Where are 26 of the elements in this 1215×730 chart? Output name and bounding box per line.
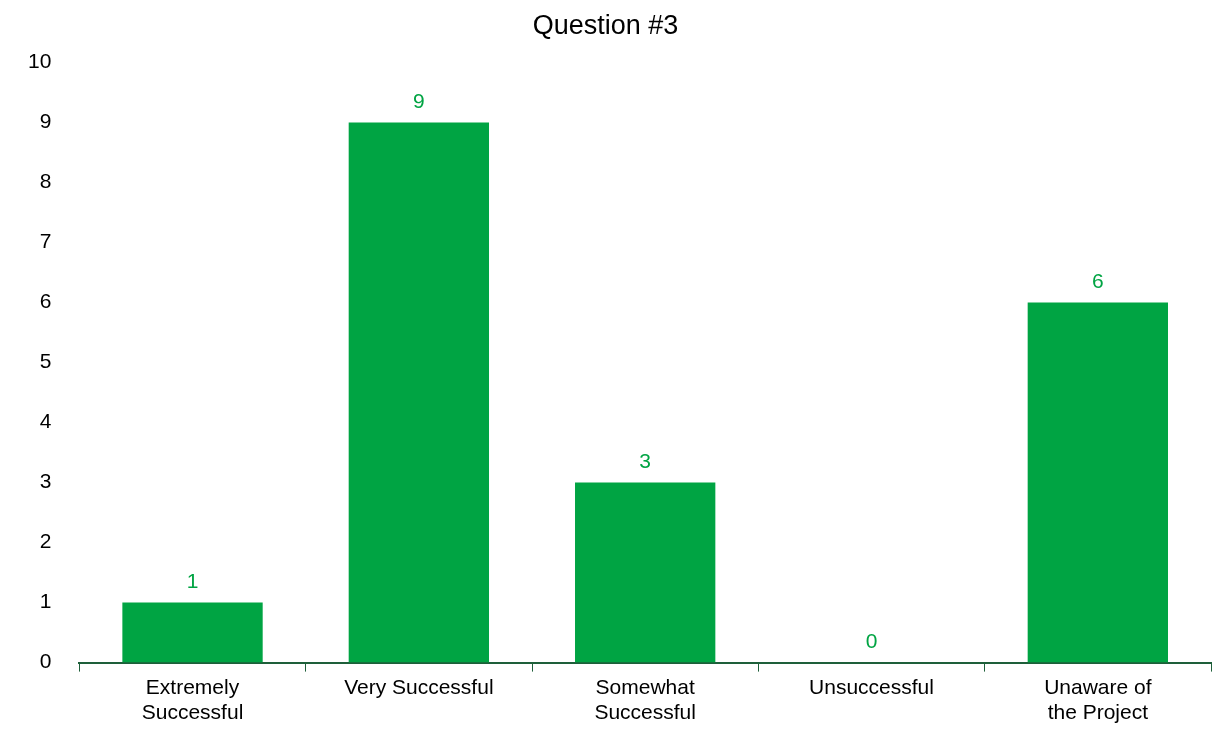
bar: [122, 602, 263, 663]
x-tick-label: Unaware of the Project: [1044, 675, 1152, 724]
data-label: 6: [1091, 268, 1104, 292]
y-tick-label: 0: [39, 649, 52, 673]
y-tick-label: 3: [39, 469, 52, 493]
data-label: 9: [413, 88, 425, 112]
chart-title: Question #3: [532, 9, 679, 40]
x-tick-label: Very Successful: [344, 675, 494, 698]
data-label: 1: [186, 568, 199, 592]
bar: [1027, 302, 1168, 663]
bar: [575, 482, 716, 663]
x-tick-label: Somewhat Successful: [594, 675, 696, 724]
y-tick-label: 9: [39, 109, 52, 133]
y-tick-label: 8: [39, 169, 52, 193]
y-tick-label: 4: [39, 409, 52, 433]
bar: [348, 122, 490, 663]
y-tick-label: 7: [39, 229, 52, 253]
data-label: 0: [865, 628, 878, 652]
y-tick-label: 6: [39, 289, 52, 313]
x-tick-label: Unsuccessful: [809, 675, 934, 698]
x-tick-label: Extremely Successful: [141, 675, 244, 724]
y-tick-label: 2: [39, 529, 52, 553]
y-tick-label: 1: [39, 589, 52, 613]
data-label: 3: [639, 448, 652, 472]
y-tick-label: 10: [28, 49, 52, 73]
y-tick-label: 5: [39, 349, 52, 373]
